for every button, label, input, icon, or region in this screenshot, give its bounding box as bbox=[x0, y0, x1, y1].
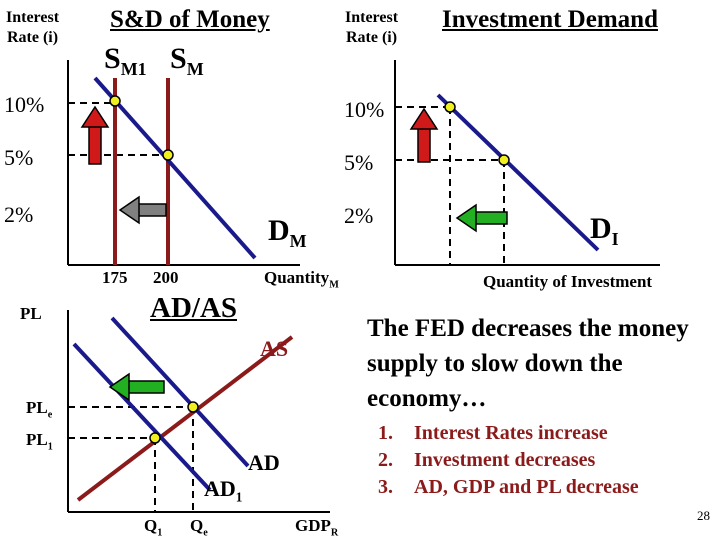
money-demand-curve bbox=[93, 76, 257, 260]
explanation-headline: The FED decreases the money supply to sl… bbox=[367, 315, 689, 412]
adas-ple-sub: e bbox=[47, 409, 53, 421]
adas-eq-old bbox=[187, 401, 199, 413]
step-number: 2. bbox=[378, 449, 393, 471]
step-text: AD, GDP and PL decrease bbox=[414, 476, 639, 498]
supply-sm-label: SM bbox=[170, 42, 204, 80]
adas-graph bbox=[67, 310, 330, 513]
step-number: 1. bbox=[378, 422, 393, 444]
qe-sub: e bbox=[203, 527, 208, 539]
adas-x-axis-label: GDPR bbox=[295, 516, 338, 538]
ad-label: AD bbox=[248, 450, 280, 475]
step-text: Investment decreases bbox=[414, 449, 596, 471]
money-market-graph bbox=[67, 60, 300, 266]
inv-demand-label: DI bbox=[590, 212, 619, 250]
money-x-axis-text: Quantity bbox=[264, 268, 330, 287]
inv-rate-2: 2% bbox=[344, 203, 374, 228]
inv-rate-10: 10% bbox=[344, 97, 385, 122]
inv-rate-5: 5% bbox=[344, 150, 374, 175]
money-market-title: S&D of Money bbox=[110, 6, 270, 33]
qe-text: Q bbox=[190, 516, 204, 535]
step-number: 3. bbox=[378, 476, 393, 498]
adas-pl1-sub: 1 bbox=[47, 441, 53, 453]
inv-y-axis-label-line2: Rate (i) bbox=[345, 29, 398, 46]
inv-demand-sub: I bbox=[611, 229, 619, 249]
adas-ple-text: PL bbox=[26, 398, 48, 417]
inv-demand-curve bbox=[436, 93, 600, 252]
money-rate-5: 5% bbox=[4, 145, 34, 170]
adas-ple-label: PLe bbox=[26, 398, 52, 420]
investment-graph bbox=[394, 60, 660, 266]
supply-sm1-sub: M1 bbox=[120, 59, 147, 79]
explanation-step: 1. Interest Rates increase bbox=[378, 420, 639, 447]
supply-sm-letter: S bbox=[170, 42, 187, 75]
inv-left-arrow-icon bbox=[455, 203, 508, 233]
inv-x-axis-label: Quantity of Investment bbox=[483, 272, 653, 291]
investment-title: Investment Demand bbox=[442, 6, 658, 33]
ad1-sub: 1 bbox=[235, 489, 243, 505]
money-x-axis-sub: M bbox=[329, 279, 339, 291]
money-rate-10: 10% bbox=[4, 92, 45, 117]
adas-x-axis-sub: R bbox=[330, 527, 339, 539]
adas-eq-new bbox=[149, 432, 161, 444]
inv-up-arrow-icon bbox=[409, 107, 439, 163]
adas-y-axis-label: PL bbox=[20, 304, 42, 323]
money-rate-2: 2% bbox=[4, 202, 34, 227]
ad1-text: AD bbox=[204, 476, 236, 501]
q1-sub: 1 bbox=[157, 527, 163, 539]
money-equilibrium-old bbox=[162, 149, 174, 161]
explanation-step: 2. Investment decreases bbox=[378, 447, 639, 474]
supply-sm-sub: M bbox=[186, 59, 204, 79]
adas-pl1-text: PL bbox=[26, 430, 48, 449]
money-y-axis-label-line1: Interest bbox=[6, 9, 60, 26]
adas-pl1-label: PL1 bbox=[26, 430, 53, 452]
money-quantity-200: 200 bbox=[153, 268, 179, 287]
adas-title: AD/AS bbox=[150, 292, 238, 324]
ad1-curve bbox=[72, 342, 212, 492]
money-demand-sub: M bbox=[289, 231, 307, 251]
money-demand-letter: D bbox=[268, 214, 290, 247]
adas-left-arrow-icon bbox=[108, 372, 165, 402]
money-x-axis-label: QuantityM bbox=[264, 268, 339, 290]
money-y-axis-label: Interest Rate (i) bbox=[6, 8, 59, 48]
inv-y-axis-label: Interest Rate (i) bbox=[345, 8, 398, 48]
as-label: AS bbox=[260, 336, 289, 361]
money-demand-label: DM bbox=[268, 214, 307, 252]
money-quantity-175: 175 bbox=[102, 268, 128, 287]
money-y-axis-label-line2: Rate (i) bbox=[6, 29, 59, 46]
q1-text: Q bbox=[144, 516, 158, 535]
inv-point-new bbox=[444, 101, 456, 113]
money-up-arrow-icon bbox=[80, 105, 110, 165]
supply-sm1-letter: S bbox=[104, 42, 121, 75]
step-text: Interest Rates increase bbox=[414, 422, 608, 444]
q1-label: Q1 bbox=[144, 516, 162, 538]
supply-sm1-label: SM1 bbox=[104, 42, 147, 80]
explanation-steps: 1. Interest Rates increase 2. Investment d… bbox=[378, 420, 639, 501]
explanation-step: 3. AD, GDP and PL decrease bbox=[378, 474, 639, 501]
qe-label: Qe bbox=[190, 516, 208, 538]
inv-point-old bbox=[498, 154, 510, 166]
page-number: 28 bbox=[697, 508, 710, 523]
adas-x-axis-text: GDP bbox=[295, 516, 331, 535]
as-curve bbox=[76, 335, 294, 502]
ad-curve bbox=[110, 316, 250, 468]
money-left-arrow-icon bbox=[118, 195, 167, 225]
ad1-label: AD1 bbox=[204, 476, 242, 505]
inv-demand-letter: D bbox=[590, 212, 612, 245]
money-equilibrium-new bbox=[109, 95, 121, 107]
inv-y-axis-label-line1: Interest bbox=[345, 9, 399, 26]
